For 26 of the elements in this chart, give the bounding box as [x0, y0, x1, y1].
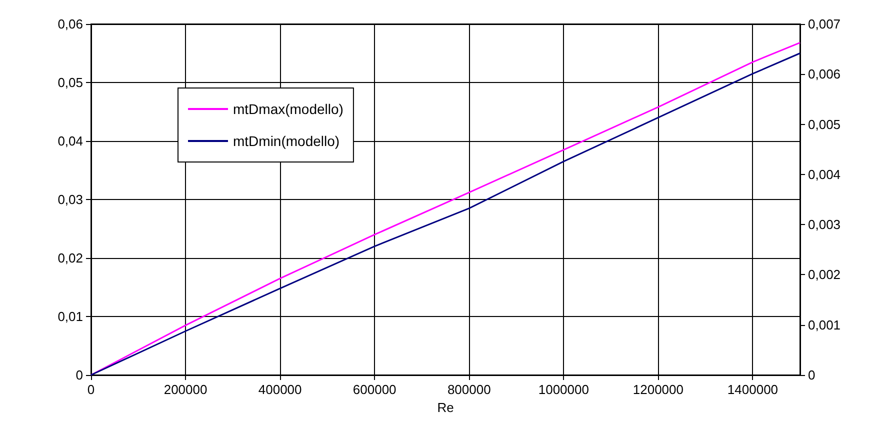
x-tick-label: 1200000	[632, 382, 684, 397]
y2-tick-label: 0,007	[808, 16, 841, 32]
y-tick-label: 0,06	[58, 16, 83, 32]
legend-label: mtDmax(modello)	[233, 101, 344, 117]
y-tick-label: 0,02	[58, 250, 83, 266]
y-tick-label: 0	[76, 368, 83, 382]
x-tick-label: 1000000	[538, 382, 589, 397]
y2-tick-label: 0	[808, 368, 816, 382]
x-tick-label: 1400000	[727, 382, 778, 397]
y2-tick-label: 0,001	[808, 317, 841, 332]
y-tick-label: 0,05	[58, 75, 83, 90]
y2-tick-label: 0,003	[808, 217, 841, 232]
y2-tick-label: 0,002	[808, 267, 841, 282]
y-tick-label: 0,04	[58, 134, 83, 148]
x-tick-label: 200000	[164, 382, 208, 397]
x-axis-title: Re	[437, 400, 454, 415]
x-tick-label: 800000	[447, 382, 491, 397]
x-tick-label: 400000	[258, 382, 302, 397]
y-tick-label: 0,01	[58, 309, 83, 324]
y2-tick-label: 0,004	[808, 166, 841, 182]
x-tick-label: 600000	[352, 382, 396, 397]
x-tick-label: 0	[87, 382, 95, 397]
y2-tick-label: 0,006	[808, 66, 841, 82]
y2-tick-label: 0,005	[808, 116, 841, 132]
y-tick-label: 0,03	[58, 192, 83, 207]
legend-label: mtDmin(modello)	[233, 133, 340, 149]
